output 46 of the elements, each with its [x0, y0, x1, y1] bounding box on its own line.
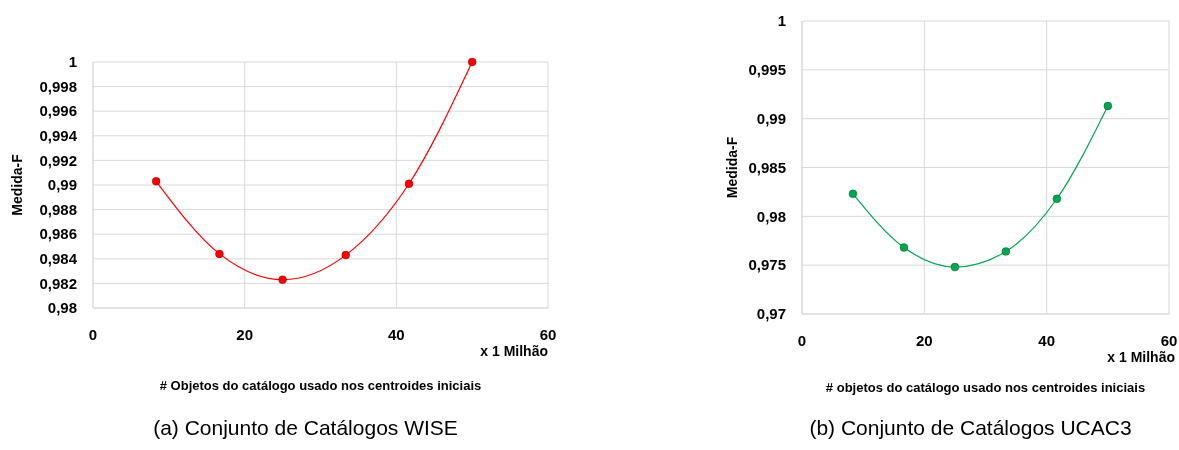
y-tick-label: 0,985 [748, 158, 786, 176]
point [151, 176, 161, 186]
x-tick-label: 40 [387, 326, 405, 343]
y-tick-label: 0,975 [748, 256, 786, 274]
point [848, 189, 858, 199]
x-axis-title: # Objetos do catálogo usado nos centroides iniciais [159, 378, 482, 393]
point [1001, 246, 1011, 256]
y-axis-title: Medida-F [9, 153, 25, 216]
x-tick-label: 20 [915, 332, 933, 349]
y-tick-label: 0,98 [756, 207, 786, 225]
x-tick-label: 0 [88, 326, 98, 343]
x-tick-label: 20 [236, 326, 254, 343]
y-tick-label: 0,994 [39, 127, 78, 145]
x-tick-label: 60 [1160, 332, 1178, 349]
text: x 1 Milhão [480, 343, 548, 359]
y-tick-label: 0,995 [748, 61, 786, 79]
x-axis-title: # objetos do catálogo usado nos centroides iniciais [825, 380, 1146, 395]
text: x 1 Milhão [1107, 349, 1175, 365]
y-tick-label: 0,982 [39, 274, 77, 292]
x-tick-label: 40 [1038, 332, 1056, 349]
y-tick-label: 0,998 [39, 77, 77, 95]
y-tick-label: 0,984 [39, 250, 78, 268]
y-tick-label: 0,988 [39, 200, 77, 218]
point [341, 250, 351, 260]
y-axis-title: Medida-F [724, 136, 740, 199]
y-tick-label: 1 [777, 12, 786, 30]
point [1052, 194, 1062, 204]
point [404, 179, 414, 189]
x-tick-label: 0 [797, 332, 807, 349]
y-tick-label: 0,97 [756, 305, 786, 323]
point [950, 262, 960, 272]
y-tick-label: 1 [68, 53, 77, 71]
text: (b) Conjunto de Catálogos UCAC3 [809, 416, 1132, 439]
y-tick-label: 0,992 [39, 151, 77, 169]
point [467, 57, 477, 67]
y-tick-label: 0,98 [47, 299, 77, 317]
text: (a) Conjunto de Catálogos WISE [153, 416, 458, 439]
point [214, 249, 224, 259]
point [1103, 101, 1113, 111]
point [278, 275, 288, 285]
point [899, 243, 909, 253]
y-tick-label: 0,996 [39, 102, 77, 120]
x-tick-label: 60 [539, 326, 557, 343]
y-tick-label: 0,99 [47, 176, 77, 194]
y-tick-label: 0,986 [39, 225, 77, 243]
y-tick-label: 0,99 [756, 109, 786, 127]
